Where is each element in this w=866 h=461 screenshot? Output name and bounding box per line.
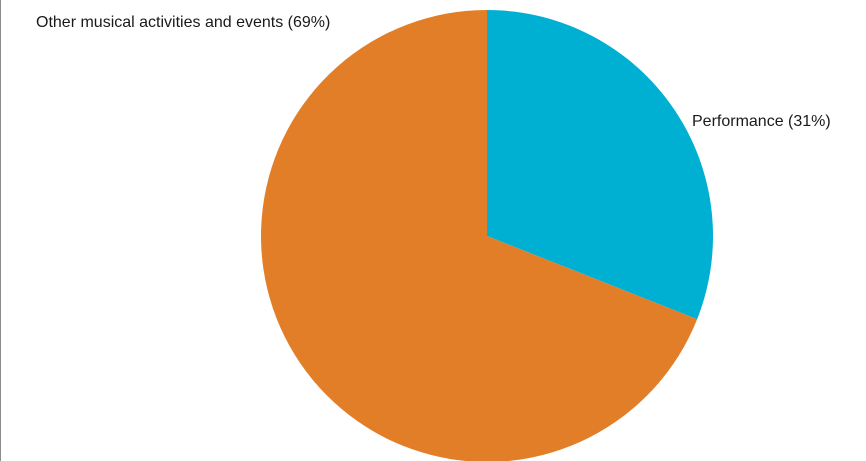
slice-label-performance: Performance (31%) [692, 113, 831, 130]
slice-other-musical-activities [261, 10, 698, 461]
pie-labels: Performance (31%) Other musical activiti… [36, 14, 831, 130]
slice-label-other-musical-activities: Other musical activities and events (69%… [36, 14, 330, 31]
pie-slices [261, 9, 714, 461]
slice-performance [487, 9, 714, 320]
